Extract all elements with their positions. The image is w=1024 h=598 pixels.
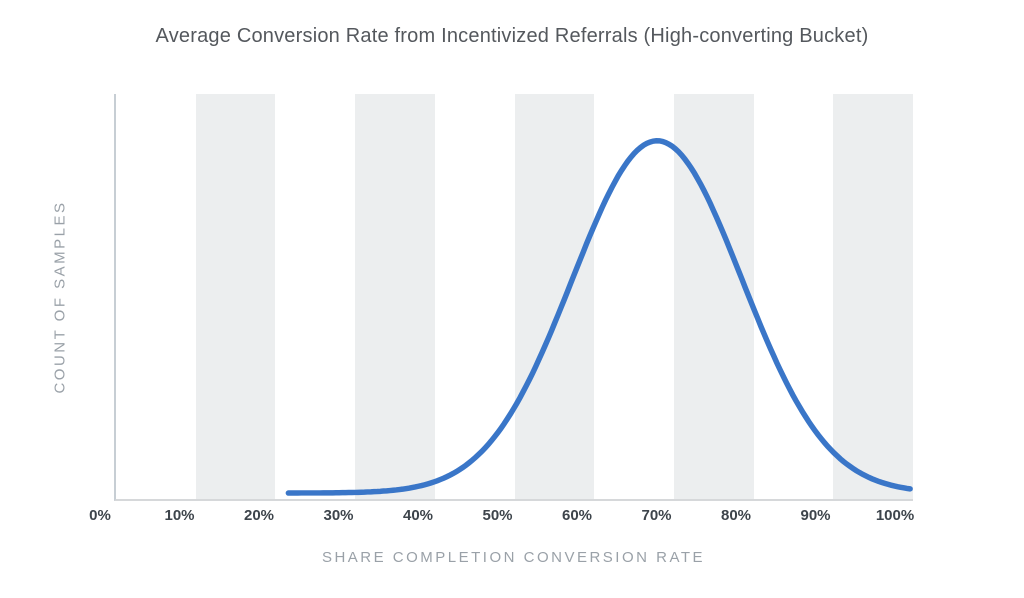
background-band — [195, 94, 276, 499]
background-band — [355, 94, 435, 499]
bell-curve-path — [285, 138, 913, 496]
x-tick-label: 70% — [641, 507, 672, 524]
distribution-curve — [285, 138, 913, 496]
x-axis-label: SHARE COMPLETION CONVERSION RATE — [321, 549, 706, 566]
x-tick-label: 100% — [875, 507, 915, 524]
x-tick-label: 10% — [164, 507, 195, 524]
x-tick-label: 20% — [243, 507, 275, 524]
plot-area — [114, 94, 913, 501]
x-tick-label: 40% — [402, 507, 434, 524]
y-axis-label: COUNT OF SAMPLES — [51, 200, 69, 394]
chart-title: Average Conversion Rate from Incentivize… — [155, 25, 869, 47]
x-tick-label: 80% — [720, 507, 752, 524]
x-tick-label: 50% — [482, 507, 513, 524]
background-band — [514, 94, 595, 499]
x-tick-label: 60% — [561, 507, 593, 524]
background-band — [833, 94, 913, 499]
x-tick-label: 90% — [800, 507, 831, 524]
x-tick-label: 30% — [323, 507, 354, 524]
x-axis-ticks: 0% 10% 20% 30% 40% 50% 60% 70% 80% 90% 100% — [89, 507, 915, 527]
x-tick-label: 0% — [89, 507, 111, 524]
